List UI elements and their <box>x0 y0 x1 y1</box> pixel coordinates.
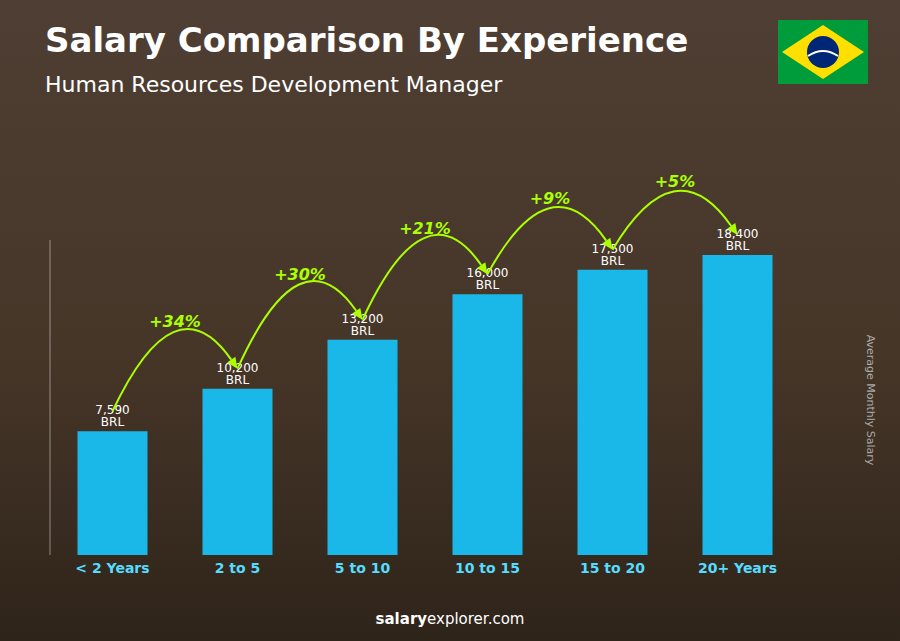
svg-text:Average Monthly Salary: Average Monthly Salary <box>864 335 877 466</box>
svg-text:+9%: +9% <box>530 189 571 208</box>
svg-text:20+ Years: 20+ Years <box>698 560 777 576</box>
svg-text:2 to 5: 2 to 5 <box>215 560 261 576</box>
svg-text:< 2 Years: < 2 Years <box>75 560 149 576</box>
svg-text:17,500BRL: 17,500BRL <box>592 242 634 268</box>
svg-text:+34%: +34% <box>149 312 201 331</box>
html-text:Human Resources Development Ma: Human Resources Development Manager <box>45 72 503 97</box>
svg-text:13,200BRL: 13,200BRL <box>342 312 384 338</box>
svg-text:+30%: +30% <box>274 265 326 284</box>
html-text:salary explorer.com: salary explorer.com <box>375 610 525 628</box>
svg-text:5 to 10: 5 to 10 <box>335 560 391 576</box>
svg-text:15 to 20: 15 to 20 <box>580 560 645 576</box>
svg-text:10 to 15: 10 to 15 <box>455 560 520 576</box>
html-text:Salary Comparison By Experienc: Salary Comparison By Experience <box>45 20 689 60</box>
svg-text:+5%: +5% <box>655 172 696 191</box>
svg-text:18,400BRL: 18,400BRL <box>717 227 759 253</box>
svg-text:7,590BRL: 7,590BRL <box>95 403 129 429</box>
svg-text:16,000BRL: 16,000BRL <box>467 266 509 292</box>
svg-text:10,200BRL: 10,200BRL <box>217 361 259 387</box>
svg-text:+21%: +21% <box>399 219 451 238</box>
